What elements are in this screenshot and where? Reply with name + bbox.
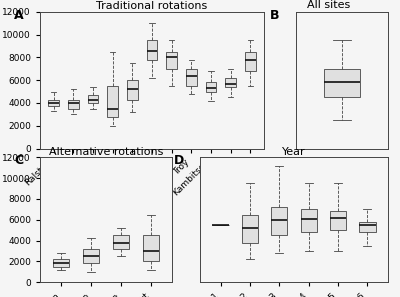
Text: D: D — [174, 154, 184, 168]
PathPatch shape — [83, 249, 99, 263]
Text: A: A — [14, 9, 24, 22]
PathPatch shape — [301, 209, 317, 232]
PathPatch shape — [324, 69, 360, 97]
PathPatch shape — [107, 86, 118, 117]
PathPatch shape — [127, 80, 138, 99]
PathPatch shape — [242, 214, 258, 243]
PathPatch shape — [68, 99, 79, 109]
PathPatch shape — [166, 52, 177, 69]
PathPatch shape — [206, 83, 216, 91]
Title: Traditional rotations: Traditional rotations — [96, 1, 208, 11]
PathPatch shape — [146, 40, 158, 60]
Text: C: C — [14, 154, 23, 168]
Title: Year: Year — [282, 147, 306, 157]
PathPatch shape — [113, 235, 129, 249]
PathPatch shape — [225, 78, 236, 87]
PathPatch shape — [53, 259, 69, 267]
PathPatch shape — [245, 52, 256, 71]
PathPatch shape — [330, 211, 346, 230]
PathPatch shape — [143, 235, 159, 261]
PathPatch shape — [359, 222, 376, 232]
Title: Alternative rotations: Alternative rotations — [49, 147, 163, 157]
PathPatch shape — [48, 99, 59, 106]
PathPatch shape — [88, 95, 98, 103]
Text: B: B — [270, 9, 280, 22]
PathPatch shape — [271, 207, 287, 235]
PathPatch shape — [186, 69, 197, 86]
Text: All sites: All sites — [306, 0, 350, 10]
